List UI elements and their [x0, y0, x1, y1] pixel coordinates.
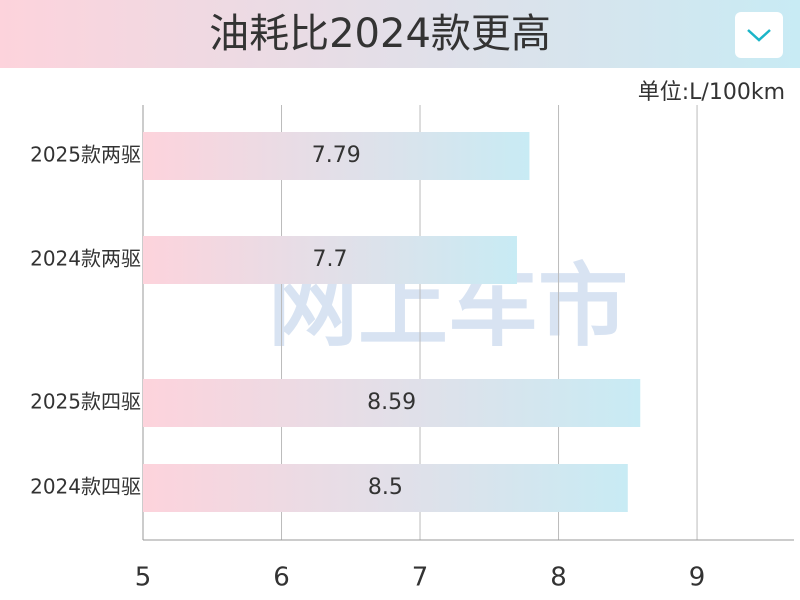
y-tick-label: 2024款两驱 — [30, 247, 141, 271]
value-label: 7.7 — [312, 247, 347, 272]
y-tick-label: 2025款四驱 — [30, 390, 141, 414]
value-label: 8.5 — [368, 475, 403, 500]
y-tick-label: 2025款两驱 — [30, 143, 141, 167]
collapse-button[interactable] — [735, 12, 783, 58]
value-label: 8.59 — [367, 390, 416, 415]
bar — [143, 236, 517, 284]
bar — [143, 132, 530, 180]
title-banner — [0, 0, 800, 68]
bar — [143, 464, 628, 512]
value-label: 7.79 — [312, 143, 361, 168]
x-tick-label: 6 — [273, 563, 290, 593]
x-tick-label: 5 — [135, 563, 152, 593]
bar — [143, 379, 641, 427]
chart-title: 油耗比2024款更高 — [209, 11, 551, 57]
x-tick-label: 7 — [412, 563, 429, 593]
x-tick-label: 8 — [550, 563, 567, 593]
unit-label: 单位:L/100km — [638, 80, 785, 105]
y-tick-label: 2024款四驱 — [30, 475, 141, 499]
x-tick-label: 9 — [689, 563, 706, 593]
